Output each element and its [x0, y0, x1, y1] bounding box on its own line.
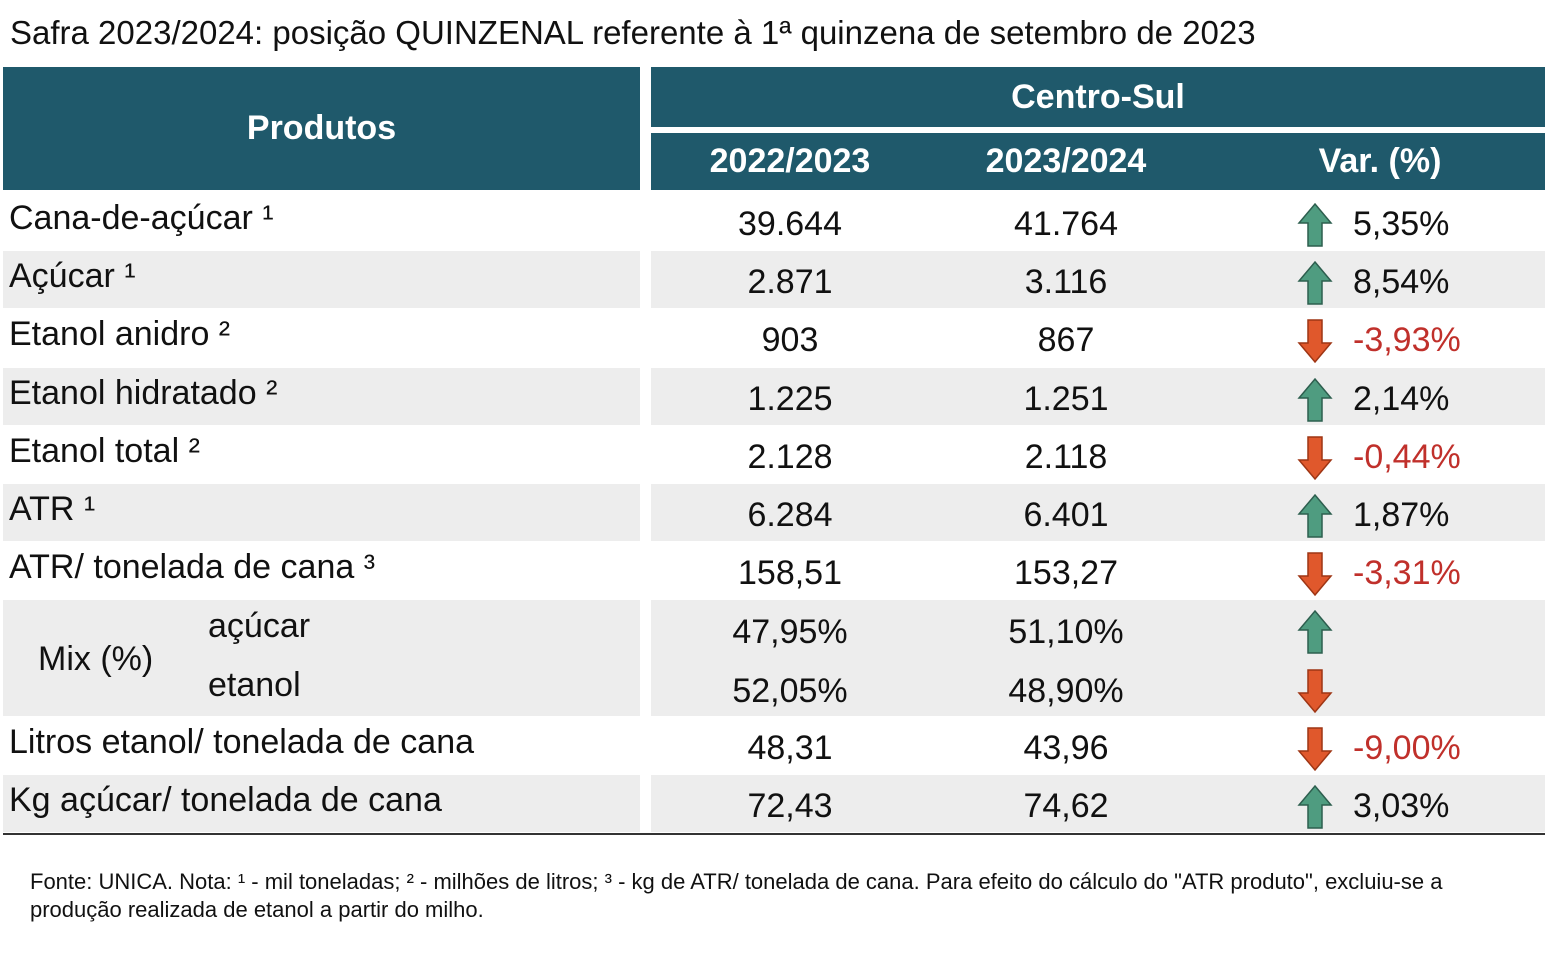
var-value: 1,87% — [1353, 496, 1450, 534]
cell-value: 39.644 — [738, 205, 842, 243]
cell-value: 43,96 — [1023, 728, 1109, 767]
cell-value: 2.118 — [1024, 437, 1108, 476]
up-arrow — [1297, 261, 1333, 305]
cell-value: 1.225 — [747, 379, 833, 418]
var-value: -3,31% — [1353, 554, 1461, 593]
var-value: -0,44% — [1353, 437, 1461, 476]
cell-value: 41.764 — [1014, 205, 1118, 243]
row-shade — [3, 367, 640, 425]
cell-value: 48,90% — [1008, 671, 1124, 710]
arrow-shape — [1297, 436, 1333, 480]
arrow-shape — [1297, 202, 1333, 247]
up-arrow — [1297, 610, 1333, 655]
up-arrow — [1297, 493, 1333, 538]
down-arrow — [1297, 319, 1333, 364]
column-header: 2022/2023 — [709, 142, 871, 180]
cell-value: 1.251 — [1023, 379, 1109, 418]
cell-value: 72,43 — [747, 787, 833, 825]
row-label: ATR ¹ — [9, 490, 96, 528]
cell-value: 47,95% — [732, 613, 848, 652]
var-value: 5,35% — [1353, 205, 1450, 243]
row-shade — [651, 484, 1545, 542]
cell-value: 51,10% — [1008, 613, 1124, 652]
row-label: Etanol hidratado ² — [9, 373, 278, 412]
header-products: Produtos — [3, 67, 640, 190]
arrow-shape — [1297, 261, 1333, 305]
up-arrow — [1297, 784, 1333, 829]
arrow-shape — [1297, 319, 1333, 364]
row-label: Etanol anidro ² — [9, 315, 231, 354]
row-label: Litros etanol/ tonelada de cana — [9, 722, 475, 761]
column-header: 2023/2024 — [985, 142, 1147, 180]
down-arrow — [1297, 436, 1333, 480]
row-shade — [651, 775, 1545, 833]
footnote: Fonte: UNICA. Nota: ¹ - mil toneladas; ²… — [30, 869, 1443, 922]
header-region: Centro-Sul — [651, 67, 1545, 127]
arrow-shape — [1297, 727, 1333, 771]
down-arrow — [1297, 668, 1333, 713]
row-label: ATR/ tonelada de cana ³ — [9, 548, 376, 587]
row-shade — [3, 600, 640, 716]
arrow-shape — [1297, 493, 1333, 538]
row-shade — [3, 251, 640, 309]
arrow-shape — [1297, 377, 1333, 422]
cell-value: 52,05% — [732, 671, 848, 710]
cell-value: 48,31 — [747, 728, 833, 767]
bottom-rule — [3, 833, 1545, 835]
arrow-shape — [1297, 784, 1333, 829]
row-shade — [651, 600, 1545, 716]
arrow-shape — [1297, 610, 1333, 655]
cell-value: 903 — [761, 321, 819, 360]
cell-value: 6.284 — [747, 496, 833, 534]
arrow-shape — [1297, 552, 1333, 597]
cell-value: 158,51 — [738, 554, 842, 593]
header-subrow — [651, 133, 1545, 190]
var-value: 2,14% — [1353, 379, 1450, 418]
down-arrow — [1297, 552, 1333, 597]
row-label: Mix (%) — [38, 639, 154, 678]
cell-value: 2.128 — [747, 437, 833, 476]
var-value: 8,54% — [1353, 263, 1450, 302]
var-value: 3,03% — [1353, 787, 1450, 825]
sub-label: açúcar — [208, 607, 311, 646]
row-label: Etanol total ² — [9, 431, 200, 470]
row-label: Kg açúcar/ tonelada de cana — [9, 781, 442, 819]
var-value: -9,00% — [1353, 728, 1461, 767]
row-label: Açúcar ¹ — [9, 257, 136, 296]
row-shade — [3, 775, 640, 833]
up-arrow — [1297, 202, 1333, 247]
row-label: Cana-de-açúcar ¹ — [9, 199, 274, 237]
var-value: -3,93% — [1353, 321, 1461, 360]
cell-value: 2.871 — [747, 263, 833, 302]
row-shade — [651, 367, 1545, 425]
row-shade — [651, 251, 1545, 309]
cell-value: 153,27 — [1014, 554, 1118, 593]
up-arrow — [1297, 377, 1333, 422]
cell-value: 3.116 — [1024, 263, 1108, 302]
down-arrow — [1297, 727, 1333, 771]
sub-label: etanol — [208, 665, 301, 704]
cell-value: 867 — [1037, 321, 1095, 360]
arrow-shape — [1297, 668, 1333, 713]
column-header: Var. (%) — [1318, 142, 1442, 180]
cell-value: 6.401 — [1023, 496, 1109, 534]
title: Safra 2023/2024: posição QUINZENAL refer… — [10, 14, 1256, 51]
row-shade — [3, 484, 640, 542]
cell-value: 74,62 — [1023, 787, 1109, 825]
